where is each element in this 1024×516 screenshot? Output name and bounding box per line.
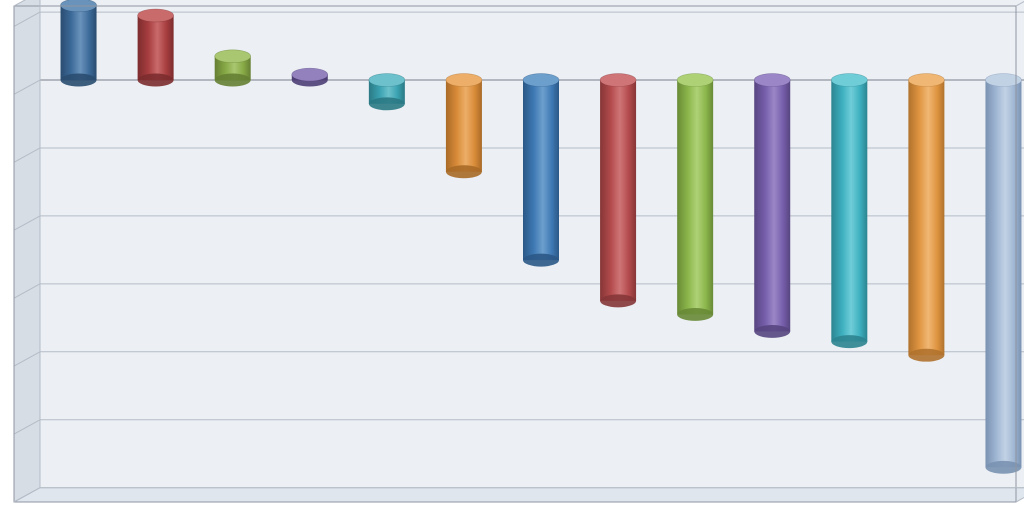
- bar: [831, 74, 867, 349]
- bar: [215, 50, 251, 87]
- bar: [446, 74, 482, 179]
- bar: [908, 74, 944, 362]
- bar: [292, 68, 328, 86]
- bar: [754, 74, 790, 338]
- bar: [138, 9, 174, 87]
- bar: [369, 74, 405, 111]
- bar: [677, 74, 713, 321]
- bar: [61, 0, 97, 87]
- bar: [523, 74, 559, 267]
- cylinder-bar-chart: [0, 0, 1024, 516]
- bar: [600, 74, 636, 308]
